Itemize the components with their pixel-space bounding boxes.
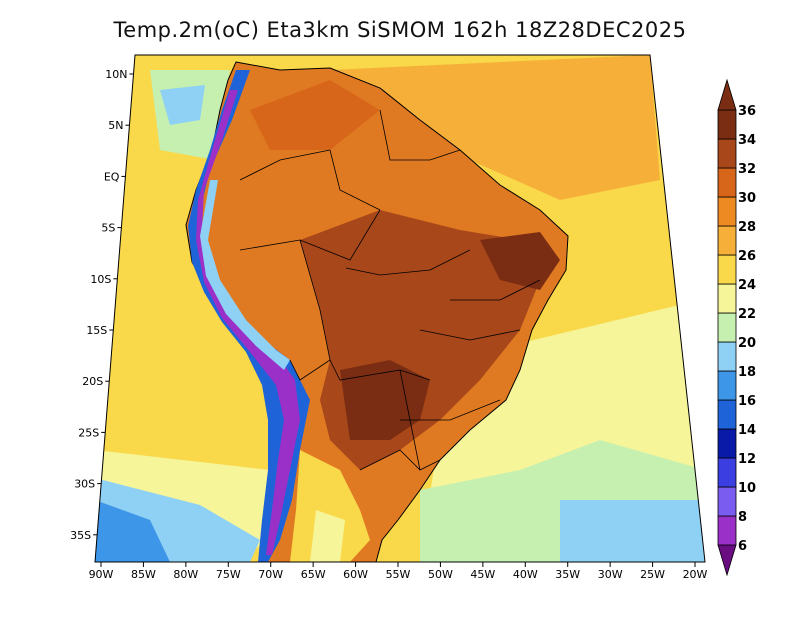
lon-tick-label: 50W	[428, 568, 453, 581]
lon-tick-label: 65W	[301, 568, 326, 581]
colorbar-swatch	[717, 515, 737, 546]
colorbar-label: 18	[738, 365, 756, 380]
colorbar-label: 16	[738, 394, 756, 409]
lon-tick-label: 35W	[555, 568, 580, 581]
lat-tick-label: 15S	[86, 324, 107, 337]
lat-tick-label: 10S	[90, 273, 111, 286]
lat-tick-label: 20S	[82, 375, 103, 388]
argentina-warm-zone	[290, 450, 370, 562]
colorbar-swatch	[717, 167, 737, 198]
country-borders	[239, 109, 541, 471]
colorbar-swatch	[717, 341, 737, 372]
colorbar-swatch	[717, 138, 737, 169]
colorbar-max-extension	[717, 78, 737, 111]
colorbar-label: 30	[738, 191, 756, 206]
lon-tick-label: 30W	[598, 568, 623, 581]
lon-tick-label: 75W	[216, 568, 241, 581]
colorbar-label: 32	[738, 162, 756, 177]
pacific-north-cool	[160, 85, 205, 125]
lat-tick-label: EQ	[104, 170, 120, 183]
colorbar-label: 8	[738, 510, 747, 525]
colorbar-swatch	[717, 283, 737, 314]
lon-tick-label: 80W	[173, 568, 198, 581]
atlantic-north-warm	[330, 55, 660, 200]
lon-tick-label: 20W	[683, 568, 708, 581]
lat-tick-label: 30S	[74, 478, 95, 491]
colorbar-swatch	[717, 254, 737, 285]
colorbar-label: 36	[738, 104, 756, 119]
colorbar-swatch	[717, 312, 737, 343]
lon-tick-label: 45W	[470, 568, 495, 581]
longitude-axis: 90W 85W 80W 75W 70W 65W 60W 55W 50W 45W 40W 35W 30W 2…	[89, 562, 708, 581]
colorbar-label: 26	[738, 249, 756, 264]
northeast-hot-zone	[480, 232, 560, 290]
colorbar-swatch	[717, 457, 737, 488]
colorbar-swatch	[717, 486, 737, 517]
colorbar-label: 24	[738, 278, 756, 293]
lon-tick-label: 70W	[258, 568, 283, 581]
colorbar: 6 8 10 12 14 16 18 20 22 24 26 28 30 32 34 36	[717, 78, 756, 577]
colorbar-label: 22	[738, 307, 756, 322]
lat-tick-label: 35S	[70, 529, 91, 542]
colorbar-swatch	[717, 428, 737, 459]
map-frame	[94, 54, 706, 563]
lon-tick-label: 55W	[386, 568, 411, 581]
lon-tick-label: 60W	[343, 568, 368, 581]
lon-tick-label: 90W	[89, 568, 114, 581]
north-warm-zone	[250, 80, 380, 150]
colorbar-label: 6	[738, 539, 747, 554]
colorbar-label: 12	[738, 452, 756, 467]
lat-tick-label: 10N	[105, 68, 127, 81]
lat-tick-label: 5S	[101, 222, 115, 235]
colorbar-swatch	[717, 399, 737, 430]
colorbar-swatch	[717, 225, 737, 256]
colorbar-label: 20	[738, 336, 756, 351]
colorbar-swatch	[717, 196, 737, 227]
lat-tick-label: 5N	[108, 119, 123, 132]
andes-cold-band	[188, 70, 310, 562]
colorbar-label: 34	[738, 133, 756, 148]
lat-tick-label: 25S	[78, 426, 99, 439]
pacific-cold-zone	[95, 500, 170, 562]
colorbar-label: 28	[738, 220, 756, 235]
lon-tick-label: 40W	[513, 568, 538, 581]
lon-tick-label: 25W	[640, 568, 665, 581]
pacific-mid-band	[95, 330, 300, 470]
colorbar-min-extension	[717, 544, 737, 577]
colorbar-swatch	[717, 370, 737, 401]
atlantic-south-cool	[560, 500, 705, 562]
lon-tick-label: 85W	[131, 568, 156, 581]
andes-edge-cool	[200, 180, 290, 370]
chart-title: Temp.2m(oC) Eta3km SiSMOM 162h 18Z28DEC2…	[113, 18, 687, 42]
colorbar-label: 14	[738, 423, 756, 438]
latitude-axis: 10N 5N EQ 5S 10S 15S 20S 25S 30S 35S	[70, 68, 134, 542]
argentina-mild-zone	[310, 510, 345, 562]
colorbar-swatch	[717, 109, 737, 140]
colorbar-label: 10	[738, 481, 756, 496]
map-domain	[95, 55, 705, 562]
